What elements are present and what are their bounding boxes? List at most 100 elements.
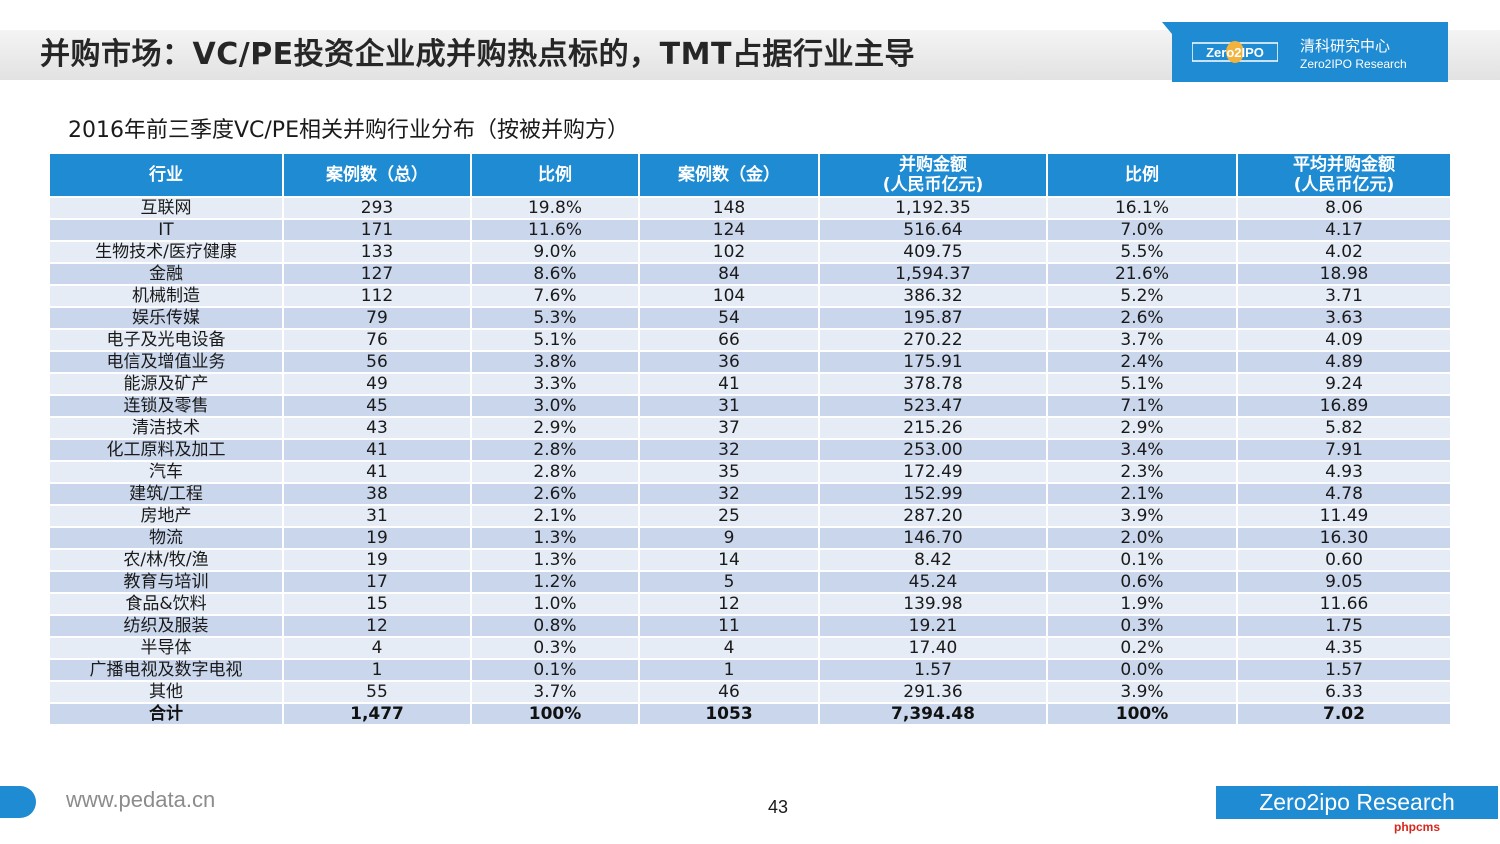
value-cell: 8.06 (1236, 196, 1452, 220)
value-cell: 17.40 (818, 636, 1048, 660)
table-row: 化工原料及加工 41 2.8% 32 253.00 3.4% 7.91 (48, 438, 1452, 462)
table-row: 电信及增值业务 56 3.8% 36 175.91 2.4% 4.89 (48, 350, 1452, 374)
watermark: phpcms (1394, 820, 1441, 834)
value-cell: 270.22 (818, 328, 1048, 352)
value-cell: 3.8% (470, 350, 640, 374)
industry-cell: IT (48, 218, 284, 242)
value-cell: 9.05 (1236, 570, 1452, 594)
value-cell: 1 (282, 658, 472, 682)
value-cell: 79 (282, 306, 472, 330)
value-cell: 17 (282, 570, 472, 594)
table-row: 其他 55 3.7% 46 291.36 3.9% 6.33 (48, 680, 1452, 704)
table-header-row: 行业 案例数（总） 比例 案例数（金） 并购金额 (人民币亿元) 比例 平均并购金… (48, 152, 1452, 198)
value-cell: 41 (282, 438, 472, 462)
value-cell: 0.60 (1236, 548, 1452, 572)
table-row: 娱乐传媒 79 5.3% 54 195.87 2.6% 3.63 (48, 306, 1452, 330)
value-cell: 1.57 (1236, 658, 1452, 682)
value-cell: 19.8% (470, 196, 640, 220)
table-row: 半导体 4 0.3% 4 17.40 0.2% 4.35 (48, 636, 1452, 660)
value-cell: 3.9% (1046, 680, 1238, 704)
value-cell: 2.3% (1046, 460, 1238, 484)
value-cell: 46 (638, 680, 820, 704)
value-cell: 49 (282, 372, 472, 396)
value-cell: 3.71 (1236, 284, 1452, 308)
industry-cell: 其他 (48, 680, 284, 704)
table-row: 连锁及零售 45 3.0% 31 523.47 7.1% 16.89 (48, 394, 1452, 418)
value-cell: 8.42 (818, 548, 1048, 572)
col-header: 比例 (470, 152, 640, 198)
brand-name-cn: 清科研究中心 (1300, 37, 1391, 55)
value-cell: 195.87 (818, 306, 1048, 330)
value-cell: 2.9% (470, 416, 640, 440)
value-cell: 1.75 (1236, 614, 1452, 638)
value-cell: 0.6% (1046, 570, 1238, 594)
value-cell: 12 (638, 592, 820, 616)
value-cell: 32 (638, 482, 820, 506)
value-cell: 5 (638, 570, 820, 594)
value-cell: 0.3% (470, 636, 640, 660)
table-row: 教育与培训 17 1.2% 5 45.24 0.6% 9.05 (48, 570, 1452, 594)
value-cell: 172.49 (818, 460, 1048, 484)
value-cell: 1.57 (818, 658, 1048, 682)
value-cell: 0.8% (470, 614, 640, 638)
col-header: 案例数（金） (638, 152, 820, 198)
value-cell: 215.26 (818, 416, 1048, 440)
value-cell: 5.1% (470, 328, 640, 352)
value-cell: 16.1% (1046, 196, 1238, 220)
value-cell: 409.75 (818, 240, 1048, 264)
col-header: 平均并购金额 (人民币亿元) (1236, 152, 1452, 198)
value-cell: 2.8% (470, 460, 640, 484)
value-cell: 112 (282, 284, 472, 308)
value-cell: 2.1% (470, 504, 640, 528)
value-cell: 4.17 (1236, 218, 1452, 242)
value-cell: 0.0% (1046, 658, 1238, 682)
industry-cell: 化工原料及加工 (48, 438, 284, 462)
value-cell: 4.35 (1236, 636, 1452, 660)
footer-url[interactable]: www.pedata.cn (66, 787, 216, 812)
value-cell: 1.0% (470, 592, 640, 616)
value-cell: 55 (282, 680, 472, 704)
value-cell: 6.33 (1236, 680, 1452, 704)
brand-name-en: Zero2IPO Research (1300, 57, 1407, 71)
value-cell: 378.78 (818, 372, 1048, 396)
table-row: 清洁技术 43 2.9% 37 215.26 2.9% 5.82 (48, 416, 1452, 440)
value-cell: 5.82 (1236, 416, 1452, 440)
total-value-cell: 1,477 (282, 702, 472, 726)
table-row: 房地产 31 2.1% 25 287.20 3.9% 11.49 (48, 504, 1452, 528)
value-cell: 0.1% (470, 658, 640, 682)
total-label-cell: 合计 (48, 702, 284, 726)
value-cell: 127 (282, 262, 472, 286)
value-cell: 11.49 (1236, 504, 1452, 528)
industry-cell: 汽车 (48, 460, 284, 484)
value-cell: 171 (282, 218, 472, 242)
value-cell: 148 (638, 196, 820, 220)
industry-cell: 半导体 (48, 636, 284, 660)
value-cell: 3.4% (1046, 438, 1238, 462)
value-cell: 523.47 (818, 394, 1048, 418)
value-cell: 31 (282, 504, 472, 528)
value-cell: 7.0% (1046, 218, 1238, 242)
value-cell: 291.36 (818, 680, 1048, 704)
total-value-cell: 100% (1046, 702, 1238, 726)
brand-corner (1162, 22, 1172, 34)
value-cell: 84 (638, 262, 820, 286)
value-cell: 2.6% (470, 482, 640, 506)
value-cell: 152.99 (818, 482, 1048, 506)
value-cell: 16.30 (1236, 526, 1452, 550)
table-body: 互联网 293 19.8% 148 1,192.35 16.1% 8.06 IT 171 11.6… (48, 196, 1452, 726)
value-cell: 2.6% (1046, 306, 1238, 330)
value-cell: 5.5% (1046, 240, 1238, 264)
industry-cell: 连锁及零售 (48, 394, 284, 418)
table-row: 食品&饮料 15 1.0% 12 139.98 1.9% 11.66 (48, 592, 1452, 616)
col-header: 案例数（总） (282, 152, 472, 198)
value-cell: 1.9% (1046, 592, 1238, 616)
value-cell: 9.0% (470, 240, 640, 264)
value-cell: 1.3% (470, 526, 640, 550)
value-cell: 3.9% (1046, 504, 1238, 528)
value-cell: 37 (638, 416, 820, 440)
table-row: IT 171 11.6% 124 516.64 7.0% 4.17 (48, 218, 1452, 242)
value-cell: 11 (638, 614, 820, 638)
value-cell: 0.2% (1046, 636, 1238, 660)
value-cell: 21.6% (1046, 262, 1238, 286)
value-cell: 36 (638, 350, 820, 374)
